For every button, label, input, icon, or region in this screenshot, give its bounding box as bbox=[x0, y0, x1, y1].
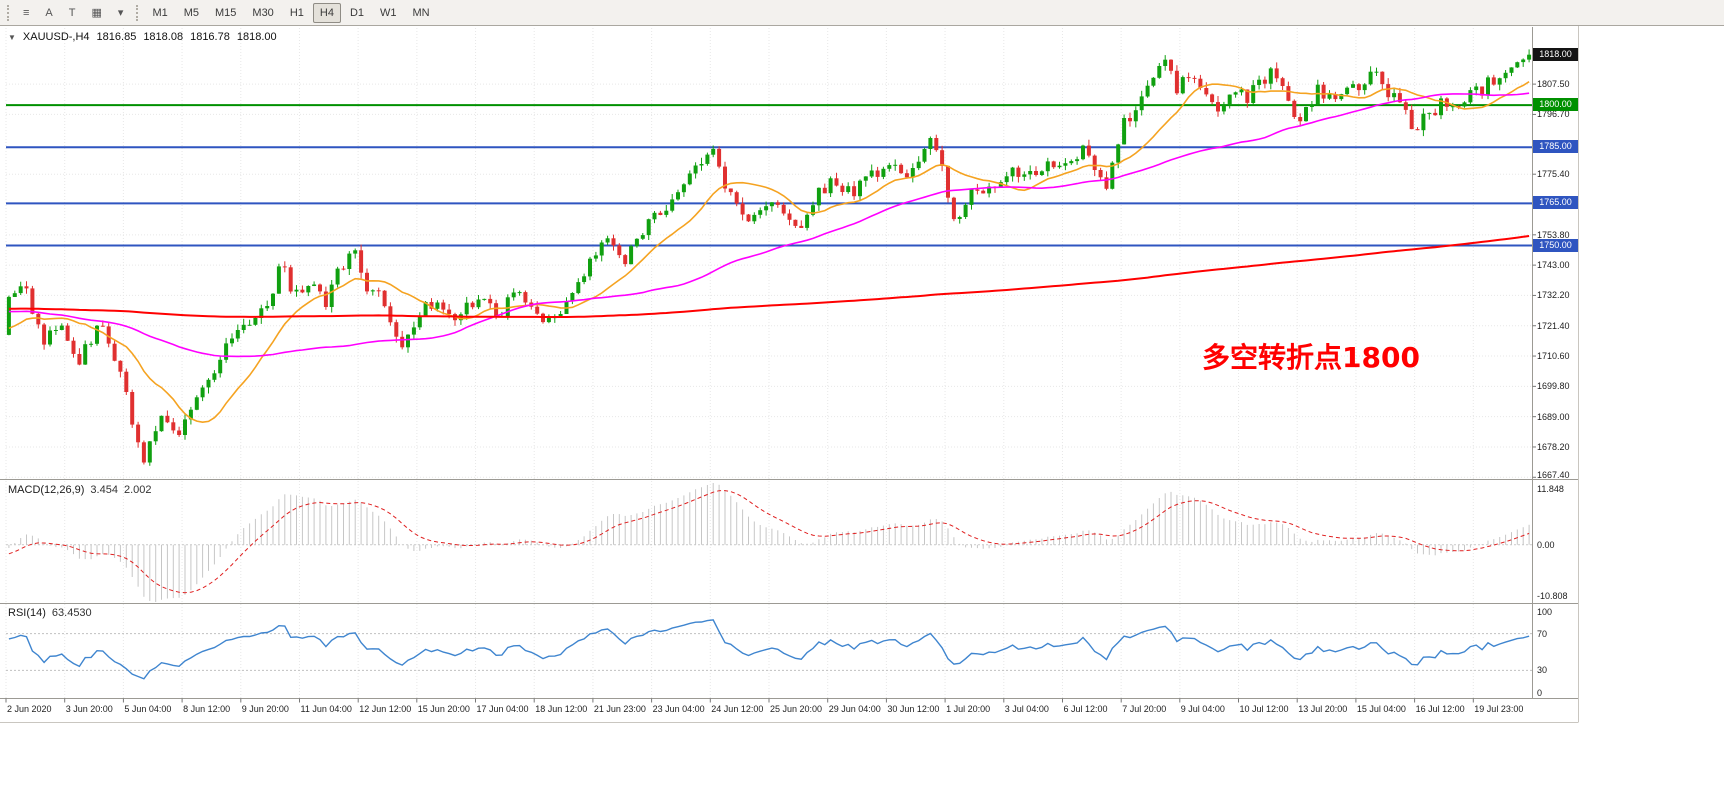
main-toolbar: ≡ A T ▦ ▾ M1 M5 M15 M30 H1 H4 D1 W1 MN bbox=[0, 0, 1724, 26]
time-axis-label: 3 Jun 20:00 bbox=[65, 704, 113, 714]
rsi-indicator-label: RSI(14) 63.4530 bbox=[8, 607, 92, 619]
price-axis-label: 1743.00 bbox=[1537, 260, 1570, 271]
toolbar-grip[interactable] bbox=[136, 4, 139, 21]
time-axis-label: 7 Jul 20:00 bbox=[1122, 704, 1167, 714]
chart-collapse-icon[interactable]: ▼ bbox=[8, 33, 16, 42]
timeframe-m1[interactable]: M1 bbox=[152, 6, 168, 19]
time-axis-label: 8 Jun 12:00 bbox=[183, 704, 231, 714]
ohlc-high: 1818.08 bbox=[143, 31, 184, 43]
rsi-axis-label: 100 bbox=[1537, 607, 1553, 617]
time-axis-label: 25 Jun 20:00 bbox=[770, 704, 823, 714]
symbol-name: XAUUSD-,H4 bbox=[22, 31, 90, 43]
chart-text-annotation[interactable]: 多空转折点1800 bbox=[1202, 341, 1420, 374]
time-axis-label: 9 Jun 20:00 bbox=[241, 704, 289, 714]
time-axis-label: 16 Jul 12:00 bbox=[1415, 704, 1465, 714]
price-axis-label: 1796.70 bbox=[1537, 109, 1570, 120]
time-axis-label: 6 Jul 12:00 bbox=[1063, 704, 1108, 714]
price-level-badge: 1750.00 bbox=[1533, 238, 1578, 252]
text-tool-button[interactable]: T bbox=[68, 6, 76, 19]
price-axis-label: 1753.80 bbox=[1537, 229, 1570, 240]
timeframe-toolbar: M1 M5 M15 M30 H1 H4 D1 W1 MN bbox=[144, 2, 437, 23]
time-axis-label: 24 Jun 12:00 bbox=[711, 704, 764, 714]
time-axis-label: 23 Jun 04:00 bbox=[652, 704, 705, 714]
ohlc-open: 1816.85 bbox=[96, 31, 137, 43]
time-axis-label: 1 Jul 20:00 bbox=[946, 704, 991, 714]
macd-axis-label: 11.848 bbox=[1537, 484, 1564, 494]
macd-value: 3.454 bbox=[90, 484, 118, 496]
timeframe-h4[interactable]: H4 bbox=[312, 2, 341, 23]
time-axis-label: 30 Jun 12:00 bbox=[887, 704, 940, 714]
time-axis-label: 18 Jun 12:00 bbox=[535, 704, 588, 714]
timeframe-m30[interactable]: M30 bbox=[252, 6, 274, 19]
rsi-value: 63.4530 bbox=[51, 607, 92, 619]
time-axis-label: 12 Jun 12:00 bbox=[359, 704, 412, 714]
price-level-badge: 1800.00 bbox=[1533, 98, 1578, 112]
price-axis-label: 1721.40 bbox=[1537, 320, 1570, 331]
time-axis-label: 15 Jul 04:00 bbox=[1356, 704, 1406, 714]
time-axis-label: 17 Jun 04:00 bbox=[476, 704, 529, 714]
macd-axis-label: -10.808 bbox=[1537, 591, 1568, 601]
price-axis-label: 1732.20 bbox=[1537, 290, 1570, 301]
price-level-badge: 1785.00 bbox=[1533, 140, 1578, 154]
timeframe-h1[interactable]: H1 bbox=[289, 6, 304, 19]
rsi-axis-label: 30 bbox=[1537, 665, 1548, 676]
macd-title: MACD(12,26,9) bbox=[8, 484, 85, 496]
rsi-title: RSI(14) bbox=[8, 607, 46, 619]
timeframe-d1[interactable]: D1 bbox=[349, 6, 364, 19]
time-axis-label: 19 Jul 23:00 bbox=[1474, 704, 1524, 714]
cursor-mode-button[interactable]: A bbox=[45, 6, 53, 19]
chart-tools-group: ≡ A T ▦ ▾ bbox=[15, 3, 131, 23]
time-axis-label: 21 Jun 23:00 bbox=[593, 704, 646, 714]
time-axis-label: 5 Jun 04:00 bbox=[124, 704, 172, 714]
time-axis-label: 9 Jul 04:00 bbox=[1180, 704, 1225, 714]
symbol-ohlc-line: ▼ XAUUSD-,H4 1816.85 1818.08 1816.78 1818.00 bbox=[8, 31, 284, 43]
timeframe-w1[interactable]: W1 bbox=[380, 6, 397, 19]
price-axis-label: 1807.50 bbox=[1537, 79, 1570, 90]
template-dropdown-arrow[interactable]: ▾ bbox=[117, 6, 124, 19]
time-axis-label: 11 Jun 04:00 bbox=[300, 704, 352, 714]
macd-axis-label: 0.00 bbox=[1537, 539, 1555, 550]
price-axis-label: 1667.40 bbox=[1537, 470, 1570, 480]
toolbar-grip[interactable] bbox=[7, 4, 10, 21]
time-axis-label: 29 Jun 04:00 bbox=[828, 704, 881, 714]
current-price-badge: 1818.00 bbox=[1533, 47, 1578, 61]
timeframe-mn[interactable]: MN bbox=[412, 6, 430, 19]
timeframe-m5[interactable]: M5 bbox=[183, 6, 199, 19]
price-axis-label: 1699.80 bbox=[1537, 381, 1570, 392]
rsi-axis-label: 70 bbox=[1537, 628, 1548, 639]
time-axis-label: 13 Jul 20:00 bbox=[1298, 704, 1348, 714]
time-axis-label: 15 Jun 20:00 bbox=[417, 704, 470, 714]
price-axis-label: 1689.00 bbox=[1537, 411, 1570, 422]
macd-signal-value: 2.002 bbox=[123, 484, 152, 496]
time-axis-label: 3 Jul 04:00 bbox=[1004, 704, 1049, 714]
time-axis-label: 10 Jul 12:00 bbox=[1239, 704, 1289, 714]
ohlc-close: 1818.00 bbox=[236, 31, 277, 43]
price-axis-label: 1710.60 bbox=[1537, 351, 1570, 362]
macd-indicator-label: MACD(12,26,9) 3.454 2.002 bbox=[8, 484, 151, 496]
rsi-axis-label: 0 bbox=[1537, 688, 1543, 698]
price-level-badge: 1765.00 bbox=[1533, 196, 1578, 210]
price-axis-label: 1678.20 bbox=[1537, 442, 1570, 452]
template-icon[interactable]: ▦ bbox=[91, 6, 102, 19]
charts-menu-icon[interactable]: ≡ bbox=[23, 6, 30, 19]
time-axis-label: 2 Jun 2020 bbox=[7, 704, 52, 714]
ohlc-low: 1816.78 bbox=[190, 31, 230, 43]
price-axis-label: 1775.40 bbox=[1537, 169, 1570, 180]
timeframe-m15[interactable]: M15 bbox=[215, 6, 237, 19]
